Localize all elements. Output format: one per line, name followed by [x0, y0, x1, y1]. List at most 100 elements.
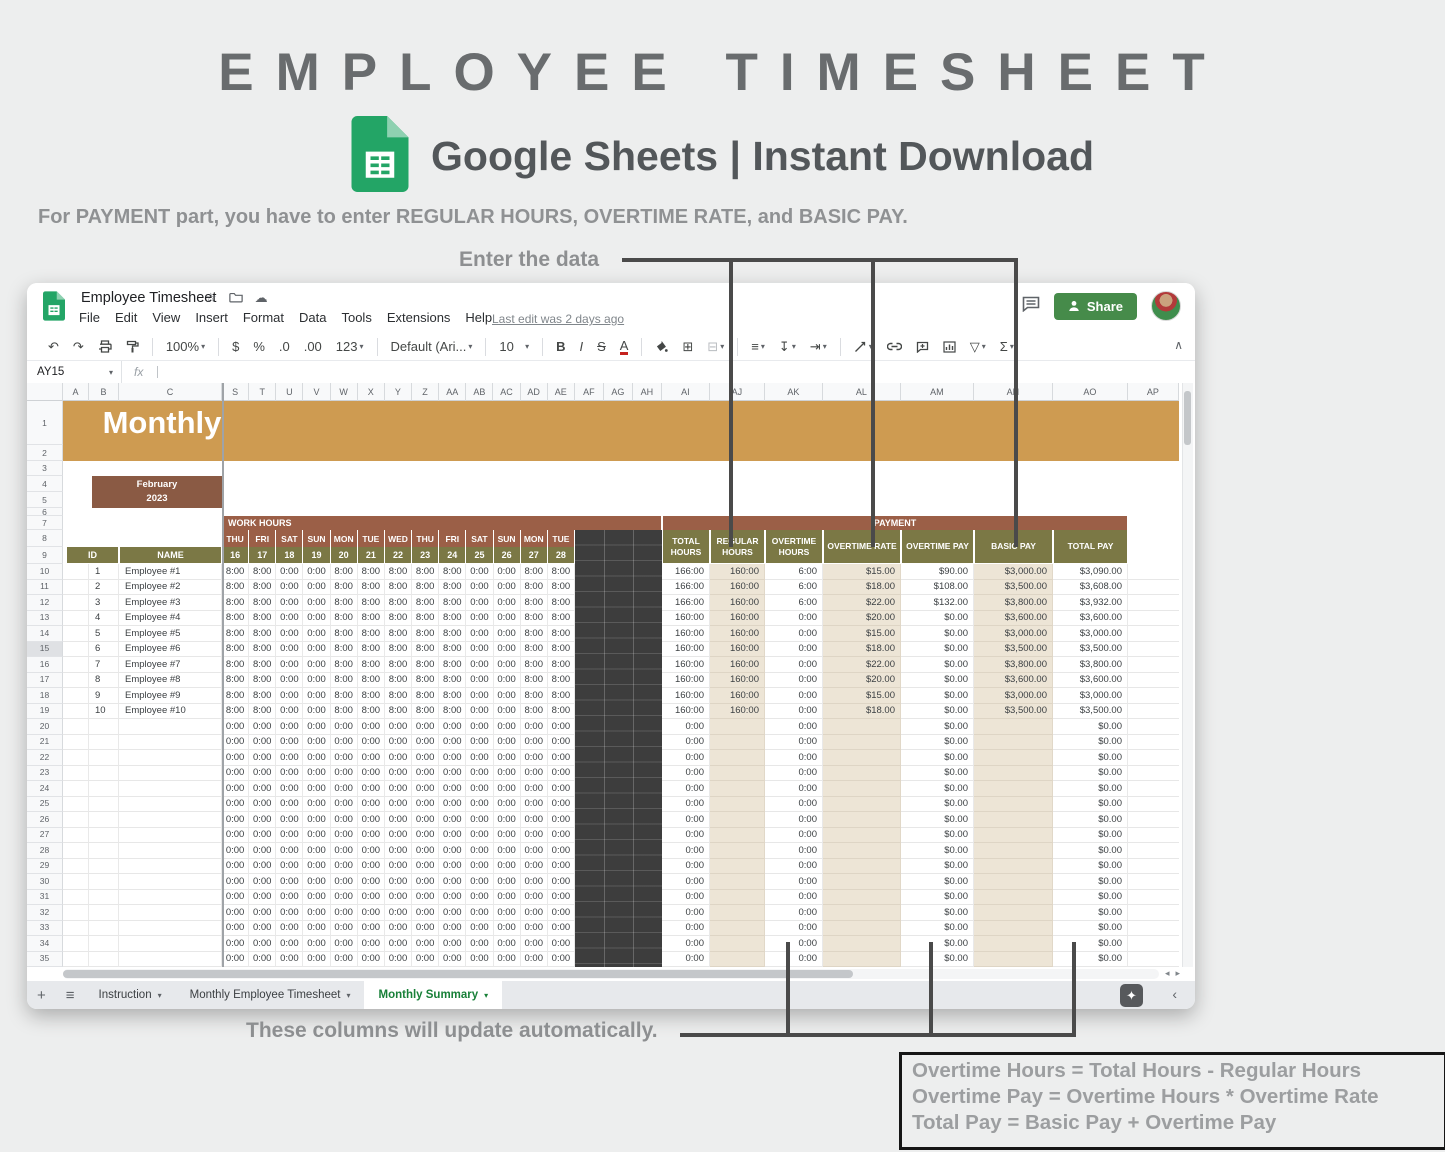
- hours-cell[interactable]: 8:00: [520, 610, 548, 626]
- grid-corner[interactable]: [27, 383, 63, 401]
- employee-name-cell[interactable]: Employee #8: [119, 672, 222, 688]
- value-cell[interactable]: $0.00: [901, 889, 974, 905]
- grid-cell[interactable]: [63, 734, 89, 750]
- column-header-AN[interactable]: AN: [973, 383, 1053, 401]
- grid-cell[interactable]: [1128, 657, 1179, 673]
- grid-cell[interactable]: [1128, 734, 1179, 750]
- day-date-header[interactable]: 25: [466, 547, 494, 564]
- value-cell[interactable]: 0:00: [765, 812, 823, 828]
- increase-decimals-icon[interactable]: .00: [303, 339, 322, 354]
- hours-cell[interactable]: 0:00: [330, 889, 358, 905]
- hours-cell[interactable]: 0:00: [466, 781, 494, 797]
- hours-cell[interactable]: 0:00: [276, 889, 304, 905]
- hours-cell[interactable]: 8:00: [547, 703, 575, 719]
- row-header-13[interactable]: 13: [27, 610, 63, 626]
- menu-view[interactable]: View: [152, 310, 181, 325]
- hours-cell[interactable]: 0:00: [384, 796, 413, 812]
- value-cell[interactable]: 0:00: [662, 812, 710, 828]
- employee-id-cell[interactable]: [89, 951, 119, 967]
- format-currency-icon[interactable]: $: [232, 339, 240, 354]
- value-cell[interactable]: 0:00: [765, 719, 823, 735]
- hours-cell[interactable]: 8:00: [520, 579, 548, 595]
- hours-cell[interactable]: 0:00: [303, 750, 331, 766]
- share-button[interactable]: Share: [1053, 292, 1137, 320]
- hours-cell[interactable]: 8:00: [439, 626, 467, 642]
- value-cell[interactable]: [823, 874, 901, 890]
- column-header-AD[interactable]: AD: [520, 383, 548, 401]
- value-cell[interactable]: $22.00: [823, 595, 901, 611]
- value-header-overtime-rate[interactable]: OVERTIME RATE: [824, 530, 901, 564]
- hours-cell[interactable]: 0:00: [547, 905, 575, 921]
- hours-cell[interactable]: 8:00: [547, 688, 575, 704]
- value-cell[interactable]: $3,500.00: [1053, 703, 1128, 719]
- value-cell[interactable]: 0:00: [765, 858, 823, 874]
- hours-cell[interactable]: 0:00: [249, 858, 277, 874]
- column-header-Y[interactable]: Y: [384, 383, 412, 401]
- row-header-6[interactable]: 6: [27, 507, 63, 516]
- employee-name-cell[interactable]: Employee #1: [119, 564, 222, 580]
- hours-cell[interactable]: 0:00: [520, 843, 548, 859]
- hours-cell[interactable]: 0:00: [357, 827, 385, 843]
- value-cell[interactable]: 160:00: [662, 626, 710, 642]
- day-name-header[interactable]: WED: [384, 530, 413, 547]
- grid-cell[interactable]: [63, 595, 89, 611]
- value-cell[interactable]: $3,000.00: [974, 564, 1053, 580]
- value-cell[interactable]: 0:00: [765, 936, 823, 952]
- employee-name-cell[interactable]: [119, 920, 222, 936]
- hours-cell[interactable]: 0:00: [493, 750, 521, 766]
- hours-cell[interactable]: 0:00: [384, 812, 413, 828]
- grid-cell[interactable]: [1128, 812, 1179, 828]
- value-header-total-hours[interactable]: TOTAL HOURS: [663, 530, 710, 564]
- hours-cell[interactable]: 0:00: [412, 874, 440, 890]
- hours-cell[interactable]: 0:00: [303, 889, 331, 905]
- day-name-header[interactable]: TUE: [547, 530, 575, 547]
- employee-id-cell[interactable]: [89, 719, 119, 735]
- hours-cell[interactable]: 8:00: [412, 641, 440, 657]
- hours-cell[interactable]: 8:00: [384, 641, 413, 657]
- explore-button[interactable]: ✦: [1120, 984, 1143, 1007]
- hours-cell[interactable]: 0:00: [276, 858, 304, 874]
- value-cell[interactable]: $3,000.00: [1053, 626, 1128, 642]
- hours-cell[interactable]: 0:00: [520, 796, 548, 812]
- hours-cell[interactable]: 8:00: [412, 672, 440, 688]
- hours-cell[interactable]: 0:00: [493, 703, 521, 719]
- grid-cell[interactable]: [63, 889, 89, 905]
- value-cell[interactable]: [710, 750, 765, 766]
- hours-cell[interactable]: 8:00: [222, 688, 250, 704]
- hours-cell[interactable]: 0:00: [276, 719, 304, 735]
- hours-cell[interactable]: 0:00: [384, 936, 413, 952]
- hours-cell[interactable]: 0:00: [249, 889, 277, 905]
- hours-cell[interactable]: 0:00: [276, 672, 304, 688]
- value-cell[interactable]: 0:00: [662, 734, 710, 750]
- hours-cell[interactable]: 0:00: [466, 626, 494, 642]
- grid-cell[interactable]: [63, 905, 89, 921]
- hours-cell[interactable]: 8:00: [222, 610, 250, 626]
- row-header-14[interactable]: 14: [27, 626, 63, 642]
- redo-icon[interactable]: ↷: [72, 338, 84, 354]
- value-cell[interactable]: [974, 812, 1053, 828]
- value-cell[interactable]: $0.00: [901, 905, 974, 921]
- employee-name-cell[interactable]: [119, 750, 222, 766]
- hours-cell[interactable]: 0:00: [276, 750, 304, 766]
- hours-cell[interactable]: 0:00: [547, 889, 575, 905]
- value-cell[interactable]: $132.00: [901, 595, 974, 611]
- value-cell[interactable]: 166:00: [662, 595, 710, 611]
- hours-cell[interactable]: 0:00: [439, 750, 467, 766]
- day-name-header[interactable]: SAT: [276, 530, 304, 547]
- sheet-tab-monthly-employee-timesheet[interactable]: Monthly Employee Timesheet ▾: [189, 989, 351, 1001]
- grid-cell[interactable]: [63, 781, 89, 797]
- value-cell[interactable]: $0.00: [901, 920, 974, 936]
- hours-cell[interactable]: 0:00: [303, 564, 331, 580]
- day-date-header[interactable]: 20: [330, 547, 358, 564]
- value-cell[interactable]: [974, 796, 1053, 812]
- frozen-pane-divider[interactable]: [222, 383, 224, 967]
- scroll-left-icon[interactable]: ◂: [1165, 968, 1170, 978]
- grid-cell[interactable]: [63, 951, 89, 967]
- hours-cell[interactable]: 0:00: [303, 734, 331, 750]
- value-cell[interactable]: 0:00: [765, 626, 823, 642]
- employee-id-cell[interactable]: [89, 858, 119, 874]
- hours-cell[interactable]: 0:00: [412, 843, 440, 859]
- day-date-header[interactable]: 23: [412, 547, 440, 564]
- hours-cell[interactable]: 0:00: [384, 858, 413, 874]
- hours-cell[interactable]: 0:00: [547, 765, 575, 781]
